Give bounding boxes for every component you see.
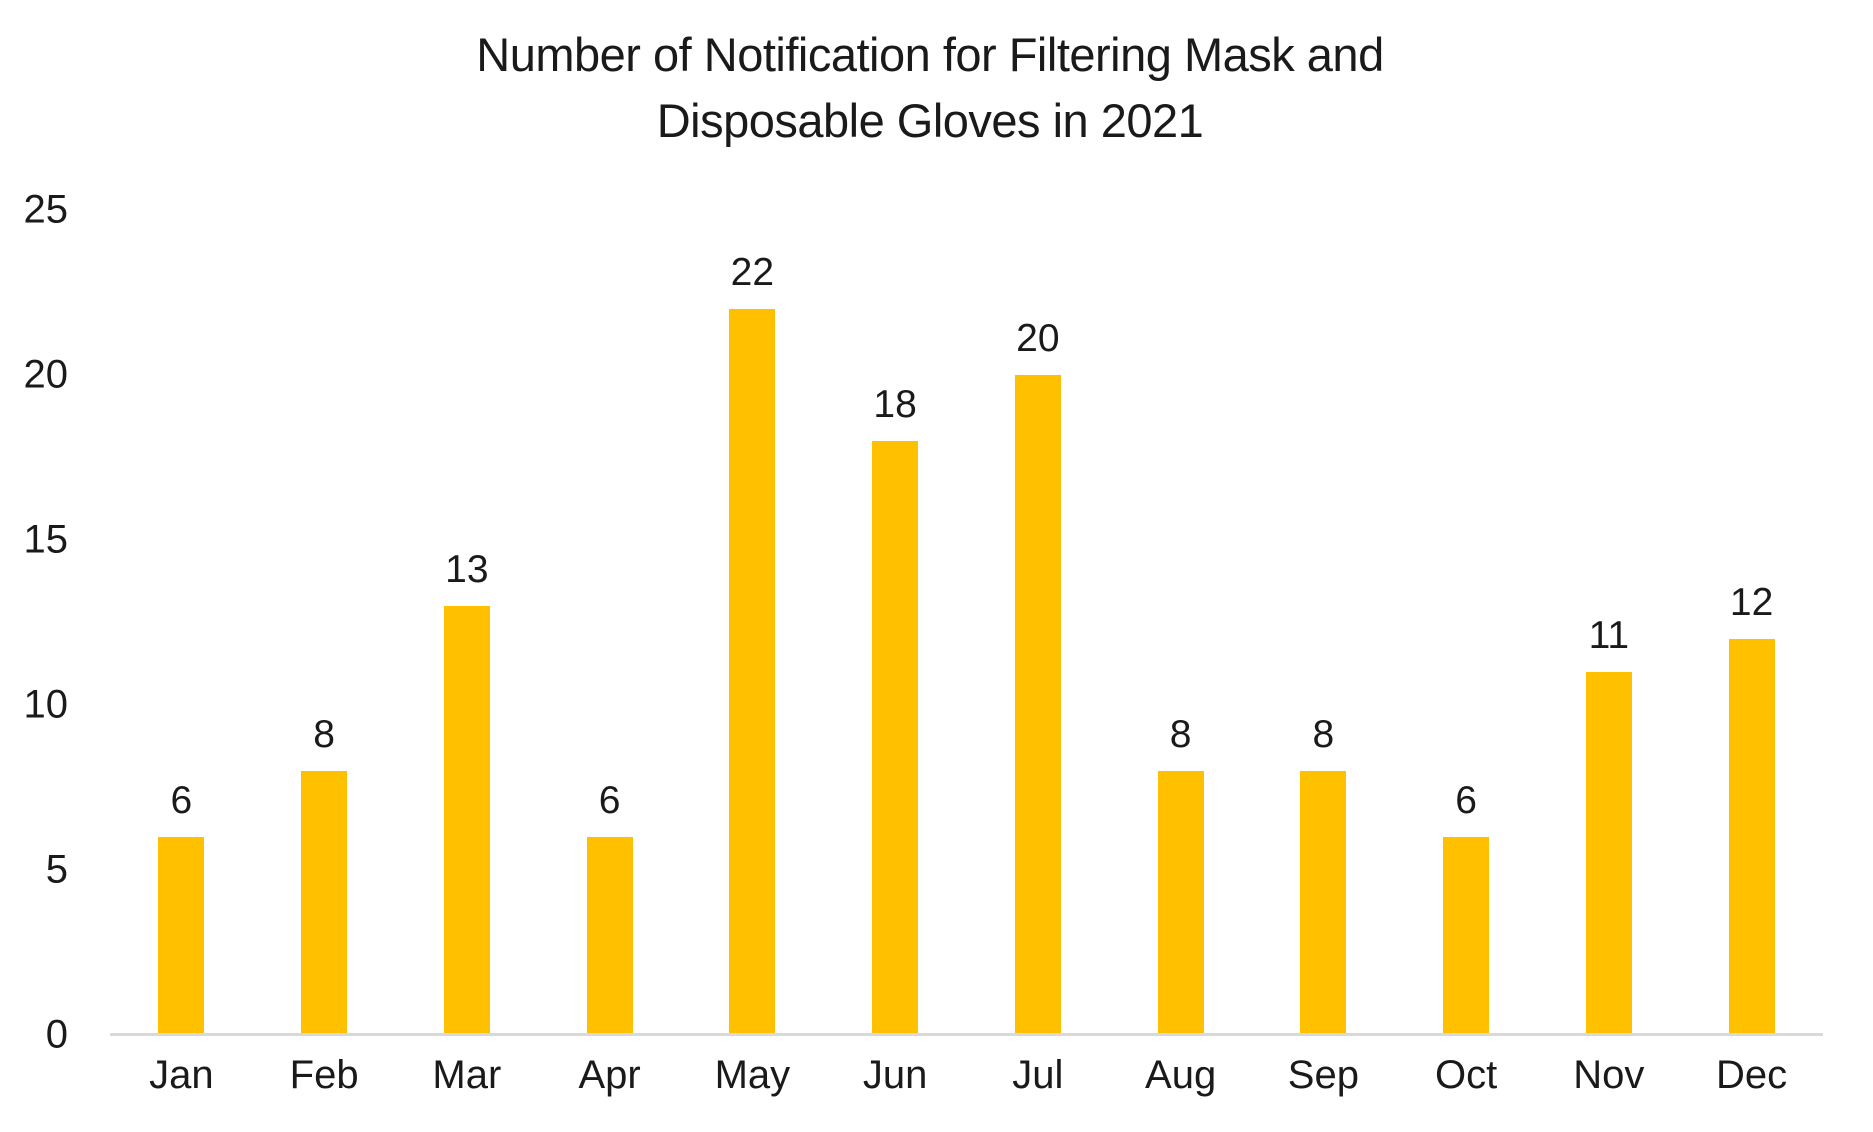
bar-value-label-may: 22: [730, 251, 775, 294]
bar-value-label-mar: 13: [445, 548, 489, 591]
bar-apr: [586, 837, 633, 1035]
x-axis-label-jul: Jul: [1012, 1053, 1064, 1097]
bar-slot-jul: 20: [967, 210, 1110, 1035]
chart-title-line-2: Disposable Gloves in 2021: [656, 94, 1204, 147]
bar-value-label-apr: 6: [598, 779, 621, 822]
x-axis-label-nov: Nov: [1573, 1053, 1645, 1097]
y-tick-label-15: 15: [23, 517, 69, 562]
bar-value-label-oct: 6: [1455, 779, 1477, 822]
bar-slot-mar: 13: [396, 210, 539, 1035]
x-axis-line: [110, 1033, 1823, 1036]
x-axis-label-aug: Aug: [1145, 1053, 1217, 1097]
bar-slot-jun: 18: [824, 210, 967, 1035]
bar-jul: [1014, 375, 1061, 1035]
bar-may: [729, 309, 776, 1035]
y-tick-label-25: 25: [23, 187, 69, 232]
y-tick-label-5: 5: [45, 847, 68, 892]
y-tick-label-20: 20: [23, 352, 69, 397]
bar-slot-nov: 11: [1538, 210, 1681, 1035]
bar-value-label-jul: 20: [1016, 317, 1060, 360]
chart-title: Number of Notification for Filtering Mas…: [0, 22, 1860, 154]
bar-value-label-dec: 12: [1729, 581, 1774, 624]
bar-value-label-feb: 8: [313, 713, 335, 756]
bar-slot-oct: 6: [1395, 210, 1538, 1035]
bar-slot-jan: 6: [110, 210, 253, 1035]
x-axis-label-mar: Mar: [432, 1053, 502, 1097]
y-axis: 0 5 10 15 20 25: [0, 0, 69, 1132]
bars-row: 6 8 13 6 22 18 20 8 8 6 11 12: [110, 210, 1823, 1035]
bar-value-label-jun: 18: [873, 383, 917, 426]
bar-slot-sep: 8: [1252, 210, 1395, 1035]
bar-slot-dec: 12: [1680, 210, 1823, 1035]
bar-slot-aug: 8: [1109, 210, 1252, 1035]
bar-value-label-jan: 6: [170, 779, 193, 822]
bar-oct: [1443, 837, 1490, 1035]
x-axis: Jan Feb Mar Apr May Jun Jul Aug Sep Oct Nov Dec: [110, 1050, 1823, 1100]
bar-value-label-nov: 11: [1588, 614, 1630, 657]
bar-slot-apr: 6: [538, 210, 681, 1035]
bar-slot-may: 22: [681, 210, 824, 1035]
plot-area: 6 8 13 6 22 18 20 8 8 6 11 12: [110, 210, 1823, 1035]
bar-dec: [1728, 639, 1775, 1035]
x-axis-label-oct: Oct: [1435, 1053, 1498, 1097]
bar-value-label-aug: 8: [1169, 713, 1192, 756]
bar-mar: [443, 606, 490, 1035]
bar-nov: [1585, 672, 1632, 1035]
y-tick-label-0: 0: [45, 1012, 68, 1057]
bar-feb: [301, 771, 348, 1035]
chart-title-line-1: Number of Notification for Filtering Mas…: [476, 28, 1384, 81]
y-tick-label-10: 10: [23, 682, 69, 727]
x-axis-label-jan: Jan: [149, 1053, 214, 1097]
bar-jun: [872, 441, 919, 1035]
x-axis-label-dec: Dec: [1716, 1053, 1788, 1097]
x-axis-label-apr: Apr: [578, 1053, 641, 1097]
x-axis-label-may: May: [714, 1053, 791, 1097]
x-axis-label-sep: Sep: [1287, 1053, 1359, 1097]
x-axis-label-jun: Jun: [862, 1053, 928, 1097]
x-axis-label-feb: Feb: [289, 1053, 359, 1097]
bar-sep: [1300, 771, 1347, 1035]
bar-jan: [158, 837, 205, 1035]
bar-slot-feb: 8: [253, 210, 396, 1035]
bar-value-label-sep: 8: [1312, 713, 1335, 756]
bar-aug: [1157, 771, 1204, 1035]
